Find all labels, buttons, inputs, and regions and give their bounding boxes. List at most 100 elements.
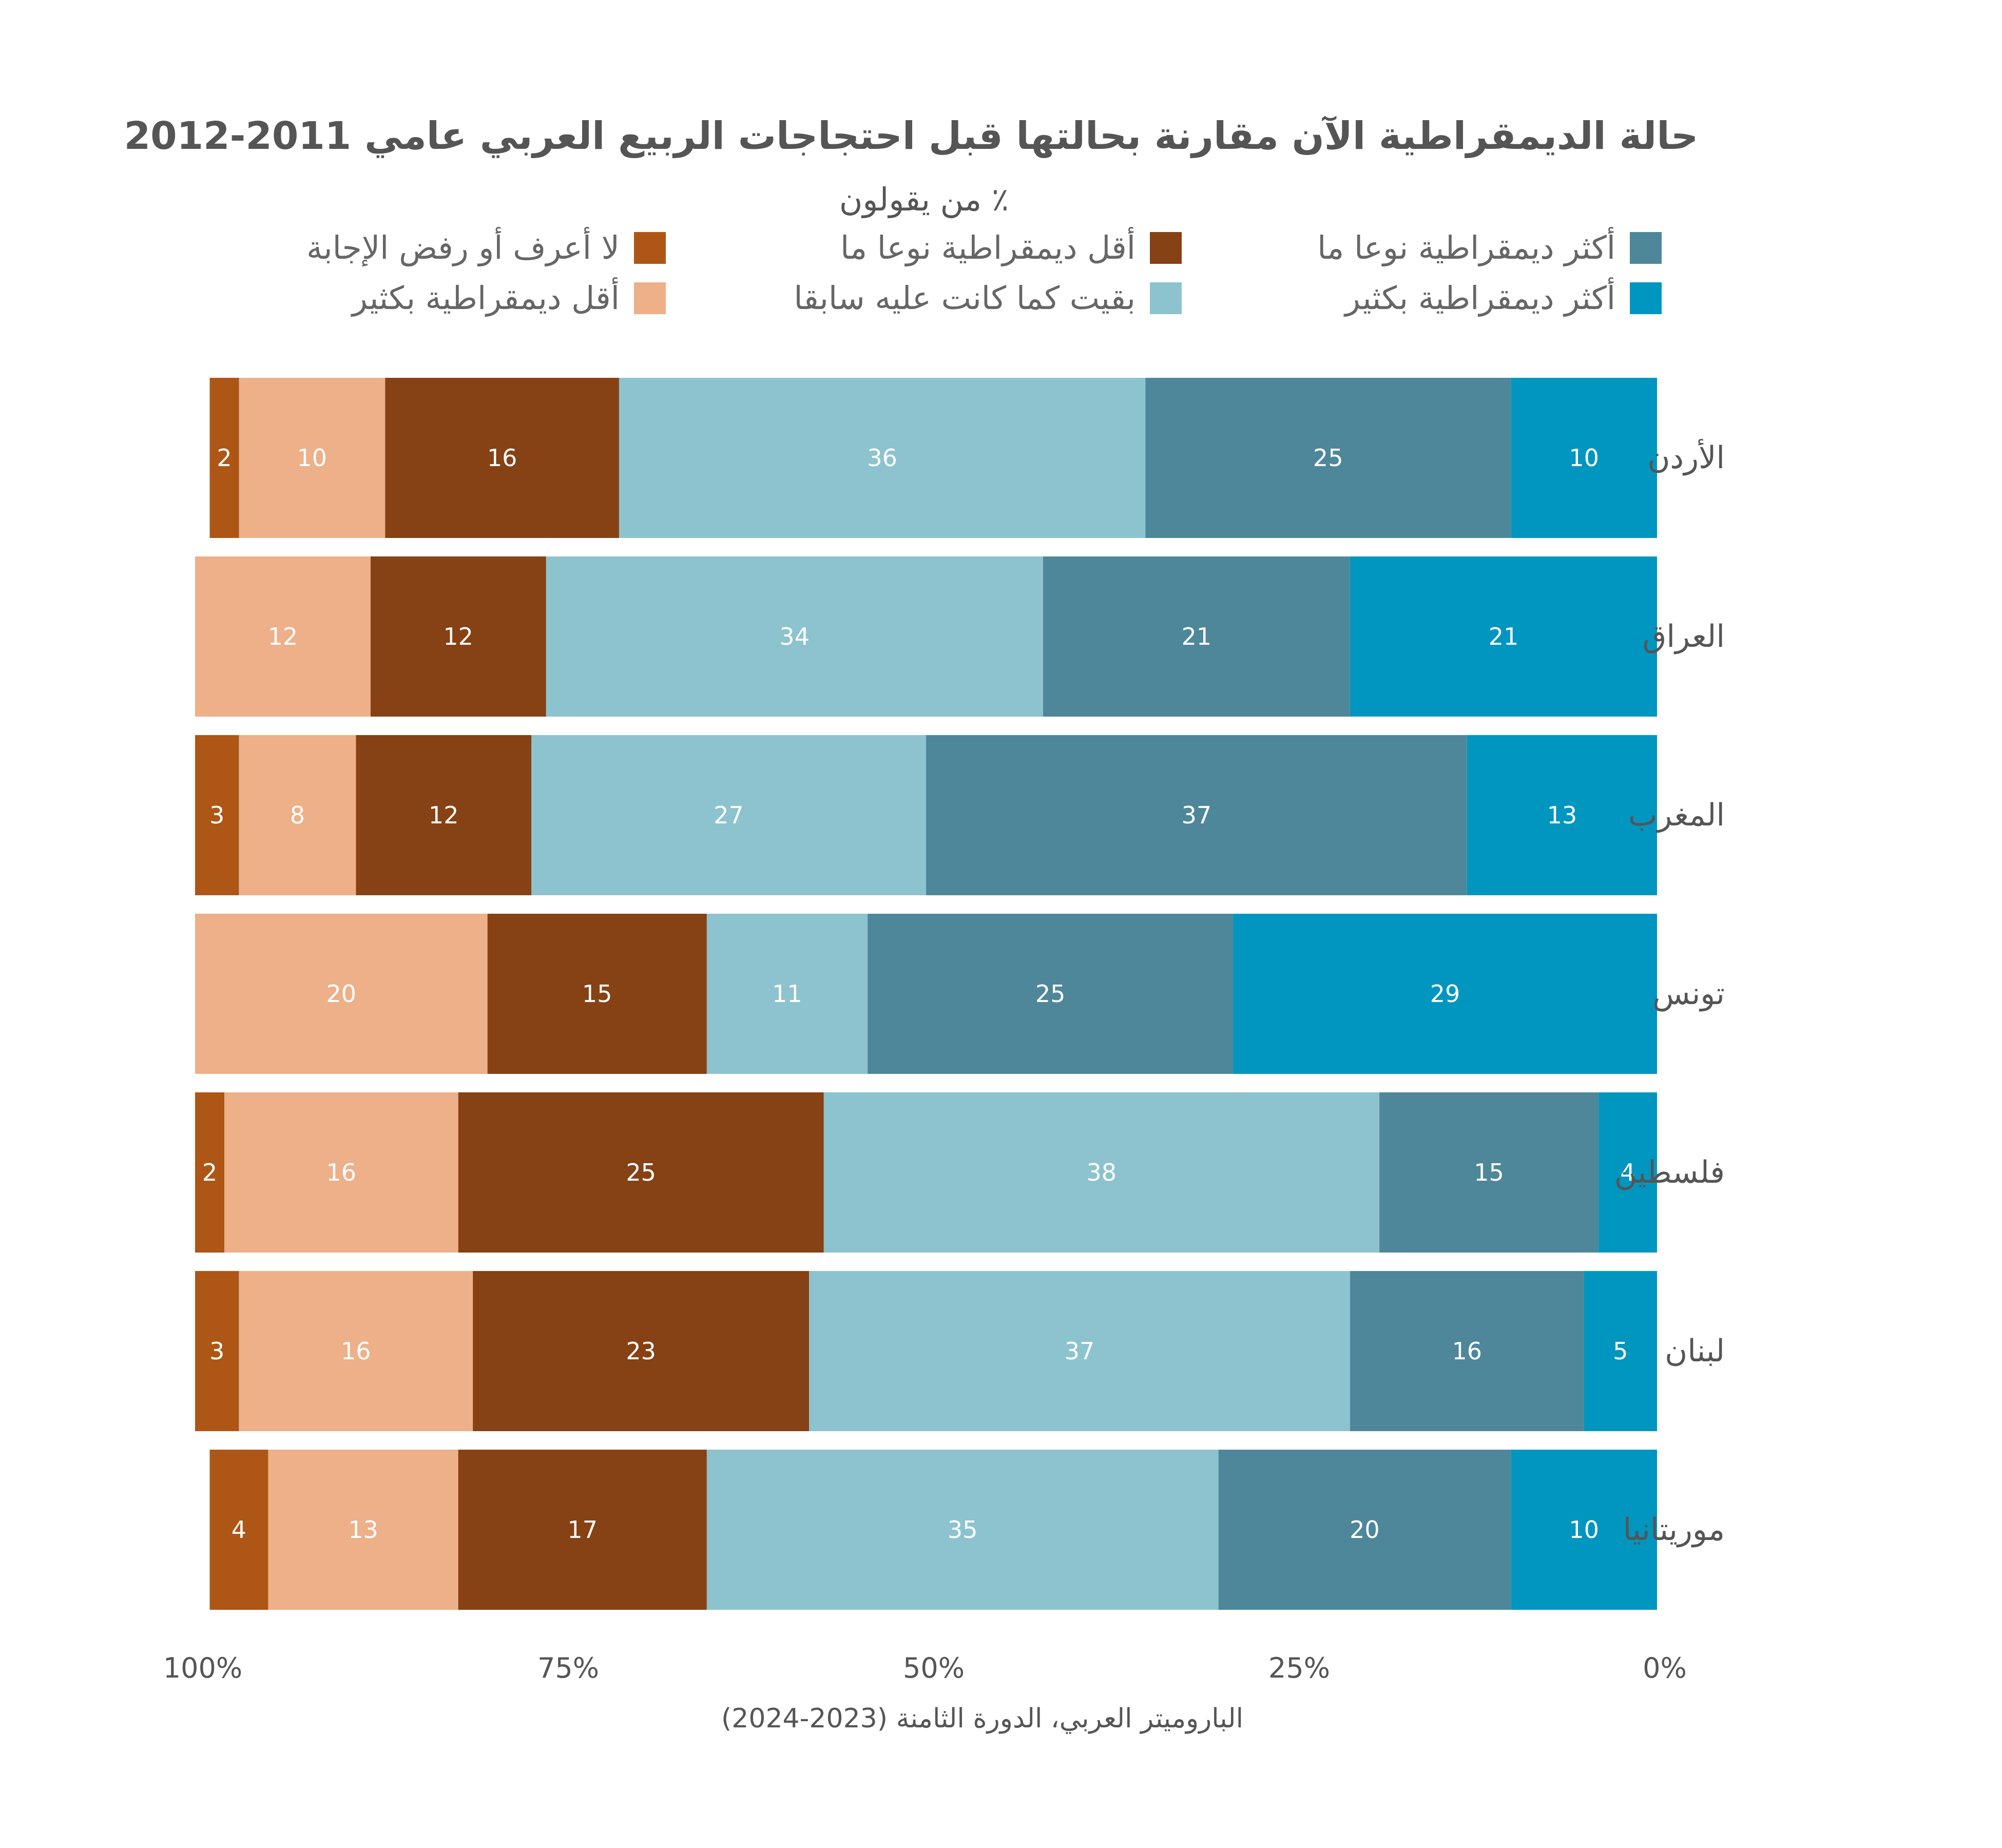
category-label: لبنان (1665, 1333, 1725, 1369)
bar-segment (1599, 1092, 1657, 1253)
bar-segment (1584, 1271, 1657, 1431)
data-label: 11 (772, 980, 802, 1008)
bar-segment (458, 1092, 824, 1253)
category-label: المغرب (1628, 797, 1725, 833)
bar-row: 13 37 27 12 8 3 (195, 735, 1657, 895)
bar-row: 10 25 36 16 10 2 (209, 378, 1657, 538)
data-label: 13 (1547, 801, 1577, 829)
bar-segment (1350, 1271, 1584, 1431)
data-label: 16 (487, 444, 517, 472)
bar-segment (926, 735, 1467, 895)
data-label: 16 (341, 1337, 371, 1365)
data-label: 2 (202, 1159, 217, 1186)
bar-segment (195, 556, 371, 717)
bar-row: 29 25 11 15 20 (195, 914, 1657, 1074)
bar-segment (546, 556, 1043, 717)
bar-segment (195, 1092, 224, 1253)
bar-segment (487, 914, 707, 1074)
bar-segment (385, 378, 619, 538)
bar-segment (1511, 1450, 1657, 1610)
bar-segment (356, 735, 532, 895)
data-label: 17 (567, 1516, 598, 1544)
data-label: 10 (297, 444, 328, 472)
bar-segment (239, 1271, 473, 1431)
bar-segment (209, 378, 239, 538)
legend: أكثر ديمقراطية نوعا ما أقل ديمقراطية نوعا… (306, 227, 1662, 317)
x-tick-label: 50% (903, 1652, 965, 1684)
category-label: الأردن (1647, 439, 1725, 476)
data-label: 29 (1430, 980, 1460, 1008)
plot-area: 1025361610221213412121337271283292511152… (195, 378, 1657, 1610)
bar-segment (224, 1092, 458, 1253)
bar-segment (195, 914, 488, 1074)
bar-row: 5 16 37 23 16 3 (195, 1271, 1657, 1431)
data-label: 4 (1620, 1159, 1635, 1186)
legend-item: أقل ديمقراطية بكثير (351, 277, 666, 317)
legend-label: أكثر ديمقراطية نوعا ما (1317, 227, 1615, 266)
bar-segment (619, 378, 1146, 538)
data-label: 3 (209, 1337, 224, 1365)
legend-swatch (1150, 232, 1182, 264)
legend-label: أكثر ديمقراطية بكثير (1343, 277, 1615, 317)
category-label: العراق (1643, 619, 1725, 654)
legend-item: بقيت كما كانت عليه سابقا (794, 279, 1182, 317)
data-label: 12 (268, 623, 298, 650)
bar-row: 4 15 38 25 16 2 (195, 1092, 1657, 1253)
legend-label: لا أعرف أو رفض الإجابة (306, 227, 620, 267)
bar-segment (868, 914, 1234, 1074)
data-label: 27 (714, 801, 744, 829)
category-labels: الأردن العراق المغرب تونس فلسطين لبنان موريتان… (1614, 439, 1725, 1548)
data-label: 8 (290, 801, 305, 829)
category-label: فلسطين (1614, 1154, 1725, 1190)
bar-segment (239, 735, 356, 895)
category-label: موريتانيا (1623, 1512, 1725, 1548)
legend-item: أكثر ديمقراطية بكثير (1343, 277, 1662, 317)
data-label: 20 (1350, 1516, 1380, 1544)
data-label: 38 (1087, 1159, 1117, 1186)
legend-label: أقل ديمقراطية بكثير (351, 277, 620, 317)
data-label: 20 (326, 980, 357, 1008)
bar-segment (458, 1450, 707, 1610)
bar-segment (1467, 735, 1657, 895)
bar-segment (1350, 556, 1657, 717)
legend-swatch (634, 232, 666, 264)
x-axis: 0% 25% 50% 75% 100% (163, 1652, 1687, 1684)
bar-segment (823, 1092, 1379, 1253)
data-label: 15 (1474, 1159, 1504, 1186)
legend-swatch (1630, 232, 1662, 264)
x-tick-label: 25% (1268, 1652, 1330, 1684)
data-label: 21 (1182, 623, 1212, 650)
data-label: 2 (217, 444, 232, 472)
data-label: 34 (779, 623, 810, 650)
bar-row: 21 21 34 12 12 (195, 556, 1657, 717)
chart-title: حالة الديمقراطية الآن مقارنة بحالتها قبل… (124, 114, 1699, 159)
data-label: 10 (1569, 1516, 1599, 1544)
bar-segment (809, 1271, 1350, 1431)
bar-segment (1233, 914, 1657, 1074)
data-label: 16 (326, 1159, 357, 1186)
legend-item: لا أعرف أو رفض الإجابة (306, 227, 666, 267)
legend-swatch (1150, 282, 1182, 314)
data-label: 10 (1569, 444, 1599, 472)
bar-segment (1379, 1092, 1599, 1253)
bar-segment (195, 735, 239, 895)
data-label: 36 (867, 444, 897, 472)
bar-segment (239, 378, 386, 538)
x-tick-label: 75% (537, 1652, 599, 1684)
data-label: 15 (582, 980, 612, 1008)
bar-segment (706, 914, 868, 1074)
data-label: 25 (626, 1159, 656, 1186)
chart-subtitle: ٪ من يقولون (839, 181, 1009, 218)
bar-segment (195, 1271, 239, 1431)
data-label: 25 (1313, 444, 1343, 472)
legend-swatch (1630, 282, 1662, 314)
category-label: تونس (1652, 976, 1725, 1012)
data-label: 37 (1182, 801, 1212, 829)
data-label: 3 (209, 801, 224, 829)
data-label: 16 (1452, 1337, 1483, 1365)
legend-label: بقيت كما كانت عليه سابقا (794, 279, 1135, 317)
legend-label: أقل ديمقراطية نوعا ما (840, 227, 1135, 266)
data-label: 37 (1065, 1337, 1095, 1365)
legend-item: أقل ديمقراطية نوعا ما (840, 227, 1182, 266)
